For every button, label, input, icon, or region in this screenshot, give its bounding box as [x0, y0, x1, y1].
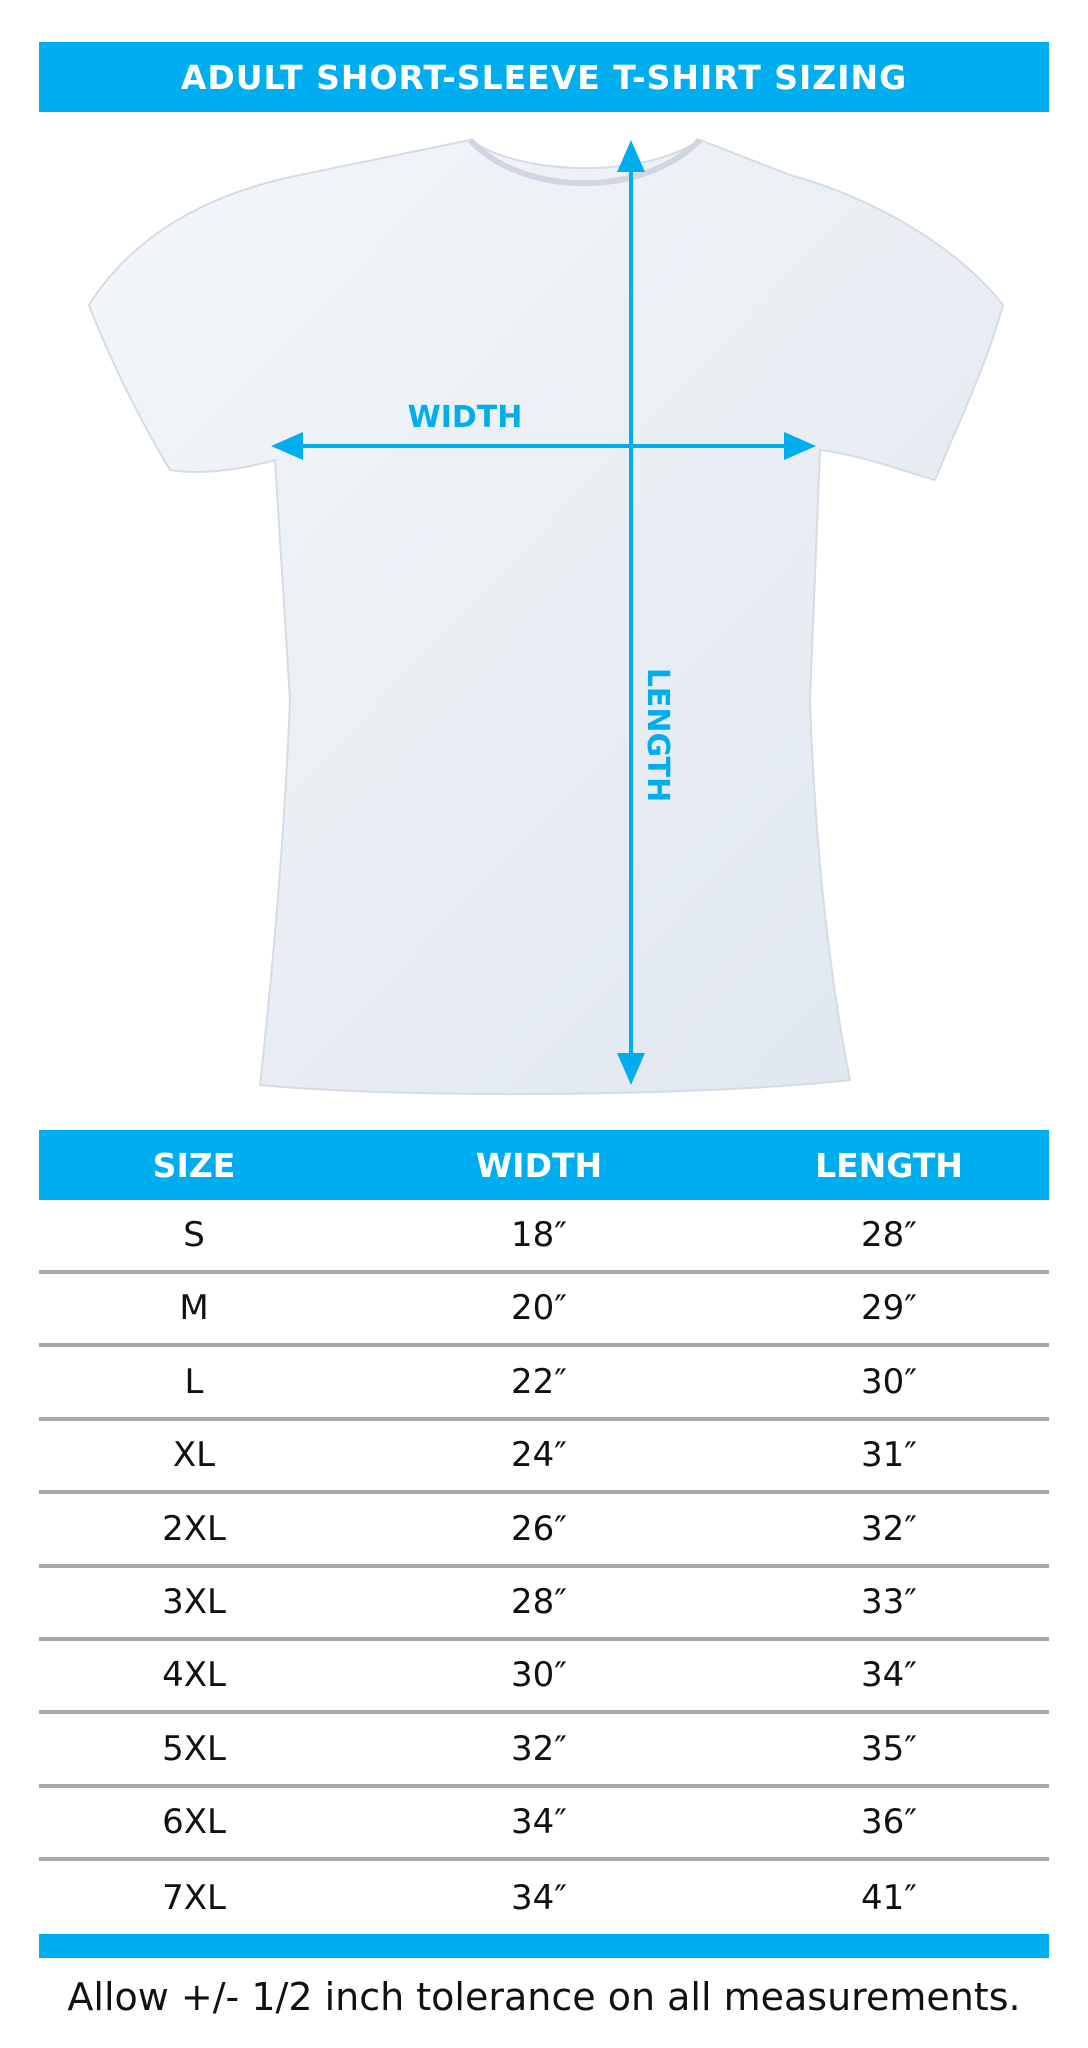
cell-width: 20″ — [511, 1288, 567, 1329]
bottom-bar — [39, 1934, 1049, 1958]
cell-size: 2XL — [162, 1508, 226, 1549]
cell-length: 32″ — [861, 1508, 917, 1549]
table-row: 4XL 30″ 34″ — [39, 1640, 1049, 1715]
cell-length: 36″ — [861, 1802, 917, 1843]
cell-length: 31″ — [861, 1435, 917, 1476]
table-row: 5XL 32″ 35″ — [39, 1714, 1049, 1788]
cell-width: 22″ — [511, 1361, 567, 1402]
tshirt-diagram: WIDTH LENGTH — [87, 137, 1005, 1096]
cell-width: 26″ — [511, 1508, 567, 1549]
title-bar: ADULT SHORT-SLEEVE T-SHIRT SIZING — [39, 42, 1049, 112]
cell-size: XL — [172, 1435, 216, 1476]
cell-width: 34″ — [511, 1877, 567, 1918]
page-title: ADULT SHORT-SLEEVE T-SHIRT SIZING — [180, 57, 908, 97]
cell-width: 28″ — [511, 1582, 567, 1622]
cell-width: 30″ — [511, 1655, 567, 1696]
cell-length: 35″ — [861, 1728, 917, 1769]
cell-size: S — [183, 1215, 205, 1255]
cell-size: L — [184, 1361, 204, 1402]
cell-width: 32″ — [511, 1728, 567, 1769]
table-row: 6XL 34″ 36″ — [39, 1787, 1049, 1862]
length-label: LENGTH — [640, 668, 675, 802]
cell-size: 7XL — [162, 1877, 226, 1918]
cell-length: 41″ — [861, 1877, 917, 1918]
cell-size: 4XL — [162, 1655, 226, 1696]
header-size: SIZE — [152, 1145, 236, 1185]
tshirt-shape — [87, 138, 1005, 1096]
cell-width: 34″ — [511, 1802, 567, 1843]
table-row: M 20″ 29″ — [39, 1273, 1049, 1348]
table-header: SIZE WIDTH LENGTH — [39, 1130, 1049, 1200]
cell-size: 3XL — [162, 1582, 226, 1622]
header-length: LENGTH — [815, 1145, 963, 1185]
table-row: 7XL 34″ 41″ — [39, 1861, 1049, 1935]
cell-width: 18″ — [511, 1215, 567, 1255]
cell-width: 24″ — [511, 1435, 567, 1476]
cell-size: 6XL — [162, 1802, 226, 1843]
cell-length: 33″ — [861, 1582, 917, 1622]
table-row: XL 24″ 31″ — [39, 1420, 1049, 1495]
table-row: S 18″ 28″ — [39, 1200, 1049, 1274]
cell-size: M — [179, 1288, 209, 1329]
cell-length: 30″ — [861, 1361, 917, 1402]
table-row: 3XL 28″ 33″ — [39, 1567, 1049, 1641]
cell-length: 29″ — [861, 1288, 917, 1329]
header-width: WIDTH — [475, 1145, 603, 1185]
tolerance-note: Allow +/- 1/2 inch tolerance on all meas… — [67, 1975, 1021, 2019]
cell-length: 28″ — [861, 1215, 917, 1255]
width-label: WIDTH — [408, 400, 523, 435]
cell-size: 5XL — [162, 1728, 226, 1769]
table-row: 2XL 26″ 32″ — [39, 1494, 1049, 1568]
cell-length: 34″ — [861, 1655, 917, 1696]
table-row: L 22″ 30″ — [39, 1347, 1049, 1421]
